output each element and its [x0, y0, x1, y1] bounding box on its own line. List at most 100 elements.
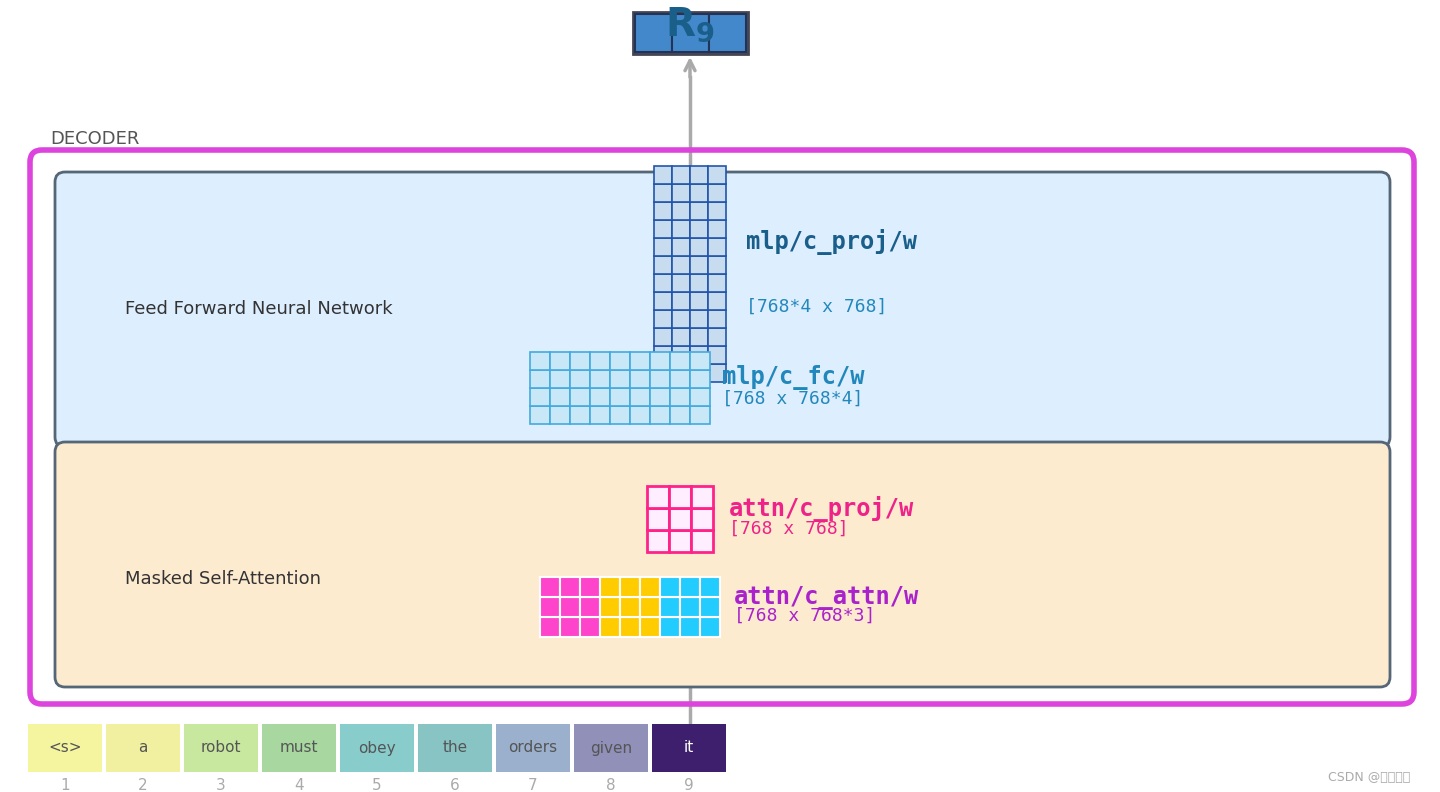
Bar [654, 166, 672, 184]
Bar [611, 370, 631, 388]
Bar [600, 577, 621, 597]
Bar [649, 388, 670, 406]
Bar [690, 346, 708, 364]
Bar [570, 352, 590, 370]
Text: 8: 8 [606, 779, 616, 792]
Bar [621, 577, 639, 597]
Bar [639, 577, 660, 597]
Bar [600, 617, 621, 637]
Bar [27, 724, 102, 772]
Bar [672, 346, 690, 364]
Bar [672, 328, 690, 346]
Bar [654, 220, 672, 238]
Bar [621, 597, 639, 617]
Bar [654, 310, 672, 328]
Bar [670, 508, 691, 530]
Bar [670, 388, 690, 406]
Bar [672, 184, 690, 202]
Bar [530, 370, 550, 388]
Text: orders: orders [508, 741, 557, 756]
Text: 3: 3 [216, 779, 226, 792]
Bar [540, 597, 560, 617]
Bar [418, 724, 492, 772]
Bar [560, 597, 580, 617]
Bar [600, 597, 621, 617]
Bar [649, 352, 670, 370]
Bar [647, 486, 670, 508]
Bar [708, 238, 726, 256]
Bar [540, 617, 560, 637]
Bar [690, 220, 708, 238]
Bar [690, 370, 710, 388]
Text: 2: 2 [138, 779, 148, 792]
Text: obey: obey [359, 741, 396, 756]
Bar [649, 406, 670, 424]
Bar [690, 184, 708, 202]
Text: the: the [442, 741, 468, 756]
Bar [635, 14, 671, 52]
Text: must: must [279, 741, 318, 756]
Text: <s>: <s> [49, 741, 82, 756]
Bar [631, 352, 649, 370]
Bar [530, 352, 550, 370]
FancyBboxPatch shape [55, 442, 1390, 687]
Bar [621, 617, 639, 637]
Bar [654, 238, 672, 256]
Bar [530, 406, 550, 424]
Bar [690, 166, 708, 184]
FancyBboxPatch shape [55, 172, 1390, 447]
Text: attn/c_proj/w: attn/c_proj/w [729, 496, 914, 522]
Text: DECODER: DECODER [50, 130, 140, 148]
Bar [700, 577, 720, 597]
Text: 9: 9 [684, 779, 694, 792]
Bar [649, 370, 670, 388]
Bar [570, 406, 590, 424]
Text: robot: robot [200, 741, 242, 756]
Bar [680, 577, 700, 597]
Bar [590, 370, 611, 388]
Bar [611, 352, 631, 370]
Text: $\mathbf{R_9}$: $\mathbf{R_9}$ [665, 5, 714, 44]
Bar [708, 256, 726, 274]
Bar [670, 370, 690, 388]
Bar [672, 166, 690, 184]
Bar [654, 346, 672, 364]
Bar [107, 724, 180, 772]
Bar [495, 724, 570, 772]
Text: mlp/c_proj/w: mlp/c_proj/w [746, 229, 917, 254]
Bar [550, 370, 570, 388]
Text: a: a [138, 741, 148, 756]
Bar [691, 486, 713, 508]
Bar [631, 388, 649, 406]
Bar [611, 406, 631, 424]
Text: it: it [684, 741, 694, 756]
Bar [708, 184, 726, 202]
Bar [708, 166, 726, 184]
Bar [708, 310, 726, 328]
Bar [680, 617, 700, 637]
Bar [570, 388, 590, 406]
Bar [590, 388, 611, 406]
Bar [590, 352, 611, 370]
Bar [652, 724, 726, 772]
Bar [670, 486, 691, 508]
Bar [672, 364, 690, 382]
Bar [660, 617, 680, 637]
Bar [631, 370, 649, 388]
Bar [550, 406, 570, 424]
Bar [708, 220, 726, 238]
Bar [654, 184, 672, 202]
Bar [654, 202, 672, 220]
Bar [708, 346, 726, 364]
Bar [690, 256, 708, 274]
Text: [768 x 768*4]: [768 x 768*4] [721, 390, 864, 408]
Bar [340, 724, 415, 772]
Bar [670, 406, 690, 424]
Bar [690, 406, 710, 424]
Bar [690, 328, 708, 346]
Bar [670, 530, 691, 552]
Bar [672, 220, 690, 238]
Bar [540, 577, 560, 597]
Bar [708, 202, 726, 220]
Text: [768 x 768]: [768 x 768] [729, 520, 848, 538]
